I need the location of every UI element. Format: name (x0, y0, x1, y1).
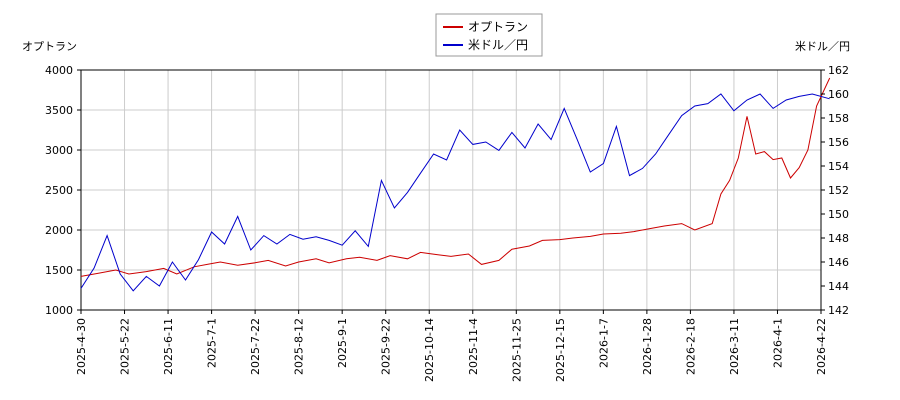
right-tick-label: 144 (828, 280, 849, 293)
legend-label-usdjpy: 米ドル／円 (468, 38, 528, 52)
x-tick-label: 2025-7-22 (249, 318, 262, 375)
right-tick-label: 148 (828, 232, 849, 245)
x-tick-label: 2026-4-22 (815, 318, 828, 375)
right-axis-title: 米ドル／円 (795, 40, 850, 53)
x-tick-label: 2026-1-7 (597, 318, 610, 368)
series-line-usdjpy (80, 93, 830, 292)
grid (80, 69, 822, 311)
x-tick-label: 2025-4-30 (75, 318, 88, 375)
right-tick-label: 158 (828, 112, 849, 125)
right-axis-ticks: 142 144 146 148 150 152 154 156 158 160 162 (821, 64, 849, 317)
x-tick-label: 2025-9-22 (380, 318, 393, 375)
legend-box (435, 13, 543, 57)
left-tick-label: 3000 (45, 144, 73, 157)
legend: オプトラン 米ドル／円 (435, 13, 543, 57)
left-tick-label: 1500 (45, 264, 73, 277)
right-tick-label: 160 (828, 88, 849, 101)
x-tick-label: 2025-12-15 (554, 318, 567, 382)
right-tick-label: 152 (828, 184, 849, 197)
left-tick-label: 2500 (45, 184, 73, 197)
x-tick-label: 2026-2-18 (684, 318, 697, 375)
series-layer (80, 77, 831, 292)
x-tick-label: 2026-3-11 (728, 318, 741, 375)
right-tick-label: 162 (828, 64, 849, 77)
left-tick-label: 2000 (45, 224, 73, 237)
right-tick-label: 146 (828, 256, 849, 269)
x-tick-label: 2025-9-1 (336, 318, 349, 368)
right-tick-label: 142 (828, 304, 849, 317)
left-tick-label: 4000 (45, 64, 73, 77)
left-axis-ticks: 1000 1500 2000 2500 3000 3500 4000 (45, 64, 81, 317)
left-axis-title: オプトラン (22, 40, 77, 53)
series-line-optorun (80, 77, 831, 277)
right-tick-label: 150 (828, 208, 849, 221)
x-tick-label: 2026-4-1 (771, 318, 784, 368)
x-tick-label: 2025-8-12 (293, 318, 306, 375)
left-tick-label: 3500 (45, 104, 73, 117)
x-tick-label: 2026-1-28 (641, 318, 654, 375)
legend-label-optorun: オプトラン (468, 20, 528, 34)
x-axis-ticks: 2025-4-30 2025-5-22 2025-6-11 2025-7-1 2025-… (75, 310, 828, 382)
x-tick-label: 2025-10-14 (423, 318, 436, 382)
x-tick-label: 2025-11-4 (467, 318, 480, 375)
right-tick-label: 156 (828, 136, 849, 149)
x-tick-label: 2025-6-11 (162, 318, 175, 375)
x-tick-label: 2025-5-22 (119, 318, 132, 375)
right-tick-label: 154 (828, 160, 849, 173)
x-tick-label: 2025-11-25 (510, 318, 523, 382)
x-tick-label: 2025-7-1 (206, 318, 219, 368)
left-tick-label: 1000 (45, 304, 73, 317)
